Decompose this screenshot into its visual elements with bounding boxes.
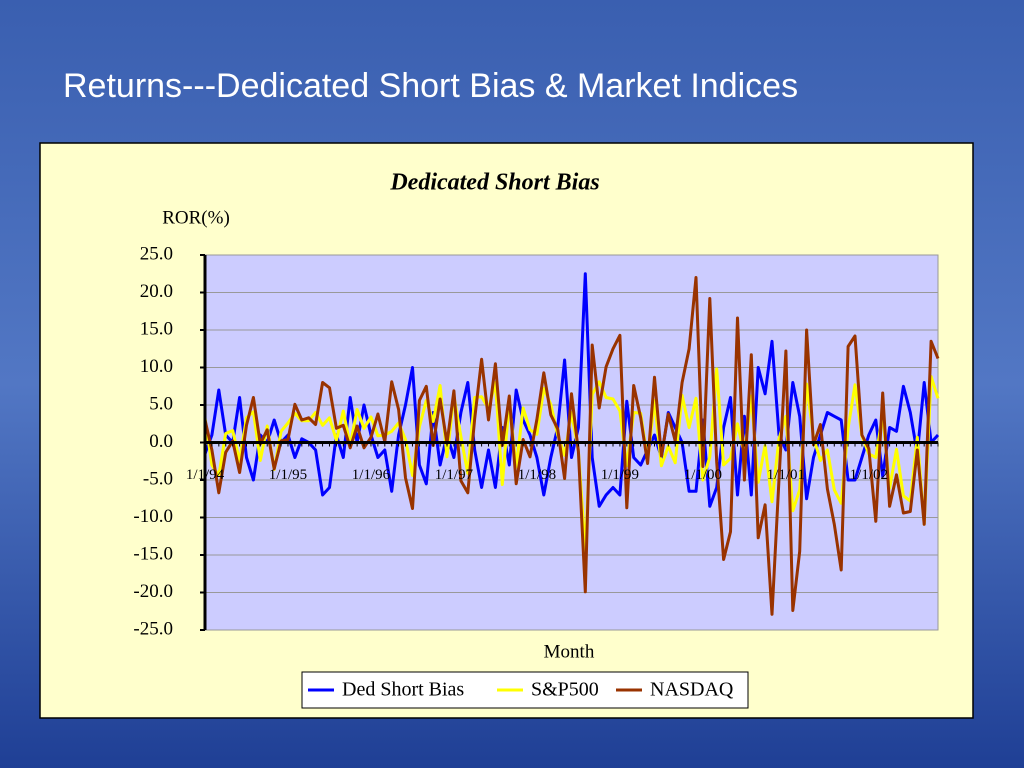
x-tick-label: 1/1/97 [435, 467, 474, 483]
x-tick-label: 1/1/02 [850, 467, 888, 483]
y-tick-label: 25.0 [140, 243, 173, 264]
series-line [203, 276, 940, 616]
x-tick-label: 1/1/95 [269, 467, 307, 483]
x-tick-label: 1/1/00 [684, 467, 722, 483]
series-line [203, 367, 940, 553]
y-axis-label: ROR(%) [162, 207, 230, 228]
x-tick-label: 1/1/01 [767, 467, 805, 483]
x-axis-label: Month [544, 641, 595, 662]
legend-label: NASDAQ [650, 679, 734, 701]
legend-label: Ded Short Bias [342, 679, 464, 701]
x-tick-label: 1/1/99 [601, 467, 639, 483]
y-tick-label: -5.0 [143, 468, 173, 489]
y-tick-label: -20.0 [133, 581, 173, 602]
x-tick-label: 1/1/96 [352, 467, 391, 483]
y-tick-label: -10.0 [133, 506, 173, 527]
x-tick-label: 1/1/94 [186, 467, 225, 483]
y-tick-label: -25.0 [133, 618, 173, 639]
y-tick-label: 10.0 [140, 356, 173, 377]
chart-title: Dedicated Short Bias [389, 170, 599, 196]
y-tick-label: 0.0 [149, 431, 173, 452]
y-tick-label: 15.0 [140, 318, 173, 339]
legend [301, 671, 749, 709]
y-tick-label: 20.0 [140, 281, 173, 302]
y-tick-label: -15.0 [133, 543, 173, 564]
y-tick-label: 5.0 [149, 393, 173, 414]
x-tick-label: 1/1/98 [518, 467, 556, 483]
legend-label: S&P500 [531, 679, 599, 701]
slide-title: Returns---Dedicated Short Bias & Market … [63, 67, 798, 105]
